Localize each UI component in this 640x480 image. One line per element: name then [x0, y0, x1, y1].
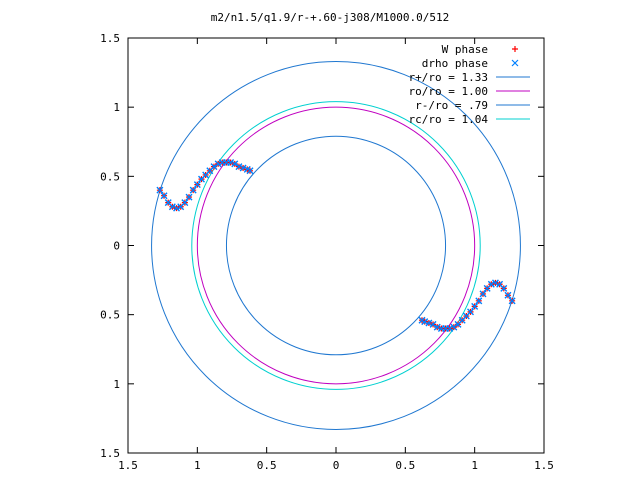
x-tick-label: 0 — [333, 459, 340, 472]
phase-point — [214, 160, 222, 168]
drho-phase-marker — [475, 297, 483, 305]
phase-point — [239, 164, 247, 172]
legend-entry: rc/ro = 1.04 — [409, 113, 530, 126]
drho-phase-marker — [429, 320, 437, 328]
drho-phase-marker — [496, 280, 504, 288]
y-tick-label: 1 — [113, 101, 120, 114]
phase-point — [173, 204, 181, 212]
phase-point — [429, 320, 437, 328]
drho-phase-marker — [235, 163, 243, 171]
legend-entry: W phase — [442, 43, 518, 56]
phase-points — [156, 159, 516, 332]
circle-rc-ro — [191, 101, 481, 390]
chart-title: m2/n1.5/q1.9/r-+.60-j308/M1000.0/512 — [211, 11, 449, 24]
phase-point — [160, 192, 168, 200]
legend-swatch — [512, 46, 518, 52]
phase-point — [508, 297, 516, 305]
phase-point — [496, 280, 504, 288]
phase-point — [437, 325, 445, 332]
legend-label: drho phase — [422, 57, 488, 70]
legend-label: r+/ro = 1.33 — [409, 71, 488, 84]
phase-point — [483, 284, 491, 292]
drho-phase-marker — [173, 204, 181, 212]
x-tick-label: 1 — [471, 459, 478, 472]
legend-label: rc/ro = 1.04 — [409, 113, 489, 126]
drho-phase-marker — [479, 290, 487, 298]
drho-phase-marker — [491, 279, 499, 287]
legend-entry: r+/ro = 1.33 — [409, 71, 530, 84]
phase-point — [418, 316, 426, 324]
phase-point — [156, 186, 164, 194]
x-tick-label: 0.5 — [395, 459, 415, 472]
y-tick-label: 0.5 — [100, 309, 120, 322]
legend-swatch — [511, 59, 519, 67]
circle-r--ro — [151, 61, 521, 430]
drho-phase-marker — [168, 203, 176, 211]
phase-point — [181, 199, 189, 207]
drho-phase-marker — [471, 302, 479, 310]
drho-phase-marker — [210, 163, 218, 171]
drho-phase-marker — [437, 325, 445, 332]
circle-ro-ro — [196, 106, 476, 385]
drho-phase-marker — [160, 192, 168, 200]
drho-phase-marker — [231, 160, 239, 168]
phase-point — [471, 302, 479, 310]
axis-ticks: 1.5 1 0.5 0 0.5 1 1.51.510.500.511.5 — [100, 32, 554, 472]
drho-phase-marker — [181, 199, 189, 207]
drho-phase-marker — [239, 164, 247, 172]
phase-point — [491, 279, 499, 287]
x-tick-label: 1.5 — [534, 459, 554, 472]
legend-entry: ro/ro = 1.00 — [409, 85, 530, 98]
drho-phase-marker — [508, 297, 516, 305]
y-tick-label: 0.5 — [100, 170, 120, 183]
drho-phase-marker — [214, 160, 222, 168]
radius-circles — [151, 61, 521, 430]
x-tick-label: 1 — [194, 459, 201, 472]
phase-point — [189, 186, 197, 194]
legend-entry: drho phase — [422, 57, 519, 70]
y-tick-label: 1.5 — [100, 32, 120, 45]
legend-entry: r-/ro = .79 — [415, 99, 530, 112]
phase-point — [479, 290, 487, 298]
phase-point — [235, 163, 243, 171]
x-tick-label: 0.5 — [257, 459, 277, 472]
phase-point — [193, 181, 201, 189]
legend-label: ro/ro = 1.00 — [409, 85, 488, 98]
drho-phase-marker — [189, 186, 197, 194]
phase-point — [246, 167, 254, 175]
phase-point — [450, 323, 458, 331]
drho-phase-marker — [246, 167, 254, 175]
y-tick-label: 1.5 — [100, 447, 120, 460]
drho-phase-marker — [185, 193, 193, 201]
legend-label: W phase — [442, 43, 488, 56]
drho-phase-marker — [418, 316, 426, 324]
drho-phase-marker — [454, 320, 462, 328]
drho-phase-marker — [227, 159, 235, 166]
drho-phase-marker — [156, 186, 164, 194]
drho-phase-marker — [433, 323, 441, 331]
circle-r--ro — [225, 135, 447, 356]
drho-phase-marker — [425, 319, 433, 327]
drho-phase-marker — [483, 284, 491, 292]
y-tick-label: 0 — [113, 240, 120, 253]
drho-phase-marker — [450, 323, 458, 331]
legend-label: r-/ro = .79 — [415, 99, 488, 112]
phase-point — [475, 297, 483, 305]
y-tick-label: 1 — [113, 378, 120, 391]
drho-phase-marker — [504, 291, 512, 299]
x-tick-label: 1.5 — [118, 459, 138, 472]
phase-point — [185, 193, 193, 201]
phase-point — [504, 291, 512, 299]
drho-phase-marker — [193, 181, 201, 189]
